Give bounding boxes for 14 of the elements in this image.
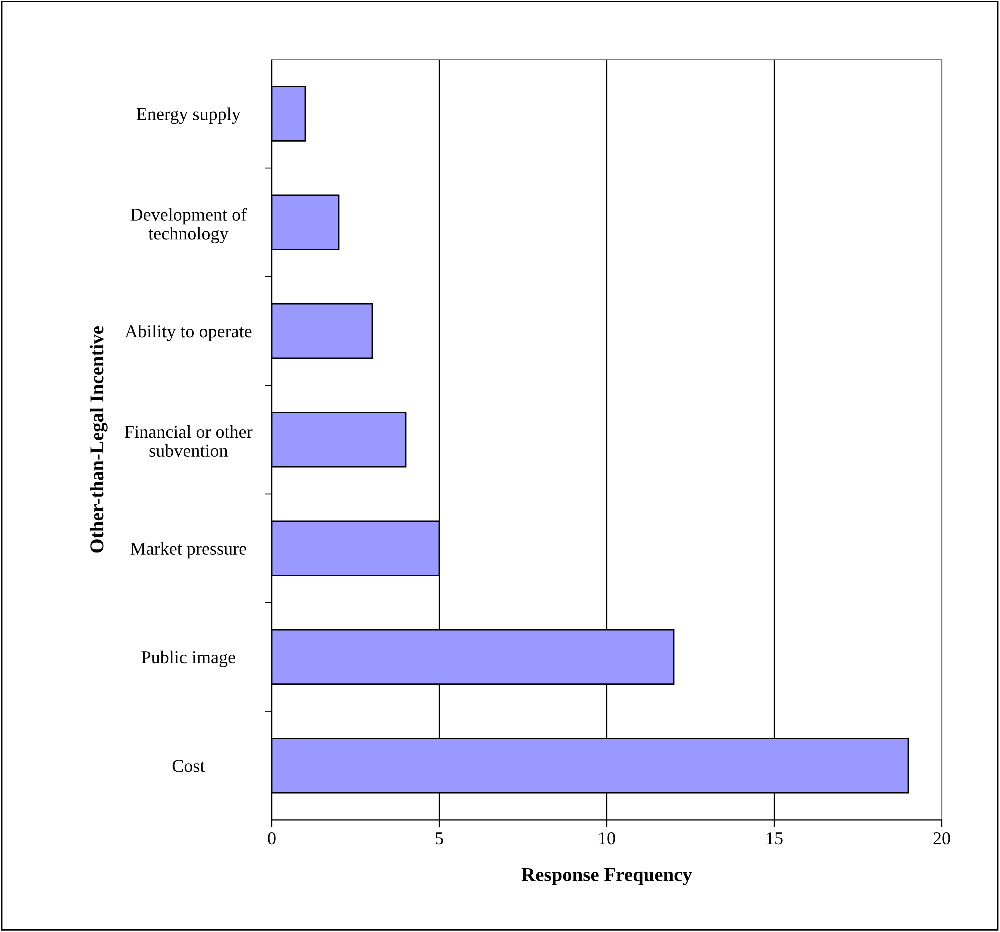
y-tick-label: Cost <box>172 760 206 772</box>
y-tick-label: Development of technology <box>130 208 248 244</box>
y-tick-label: Ability to operate <box>125 324 252 342</box>
y-tick-label: Market pressure <box>130 542 246 559</box>
x-tick-label: 20 <box>934 832 950 845</box>
y-tick-label: Public image <box>142 650 236 668</box>
y-axis-title: Other-than-Legal Incentive <box>90 326 108 553</box>
y-tick-label: Financial or other subvention <box>125 425 253 458</box>
x-axis-title: Response Frequency <box>522 868 692 886</box>
x-tick-label: 15 <box>767 832 783 845</box>
x-tick-label: 0 <box>268 832 276 845</box>
y-tick-label: Energy supply <box>136 108 241 124</box>
x-tick-label: 10 <box>600 832 616 845</box>
x-tick-label: 5 <box>436 832 444 845</box>
